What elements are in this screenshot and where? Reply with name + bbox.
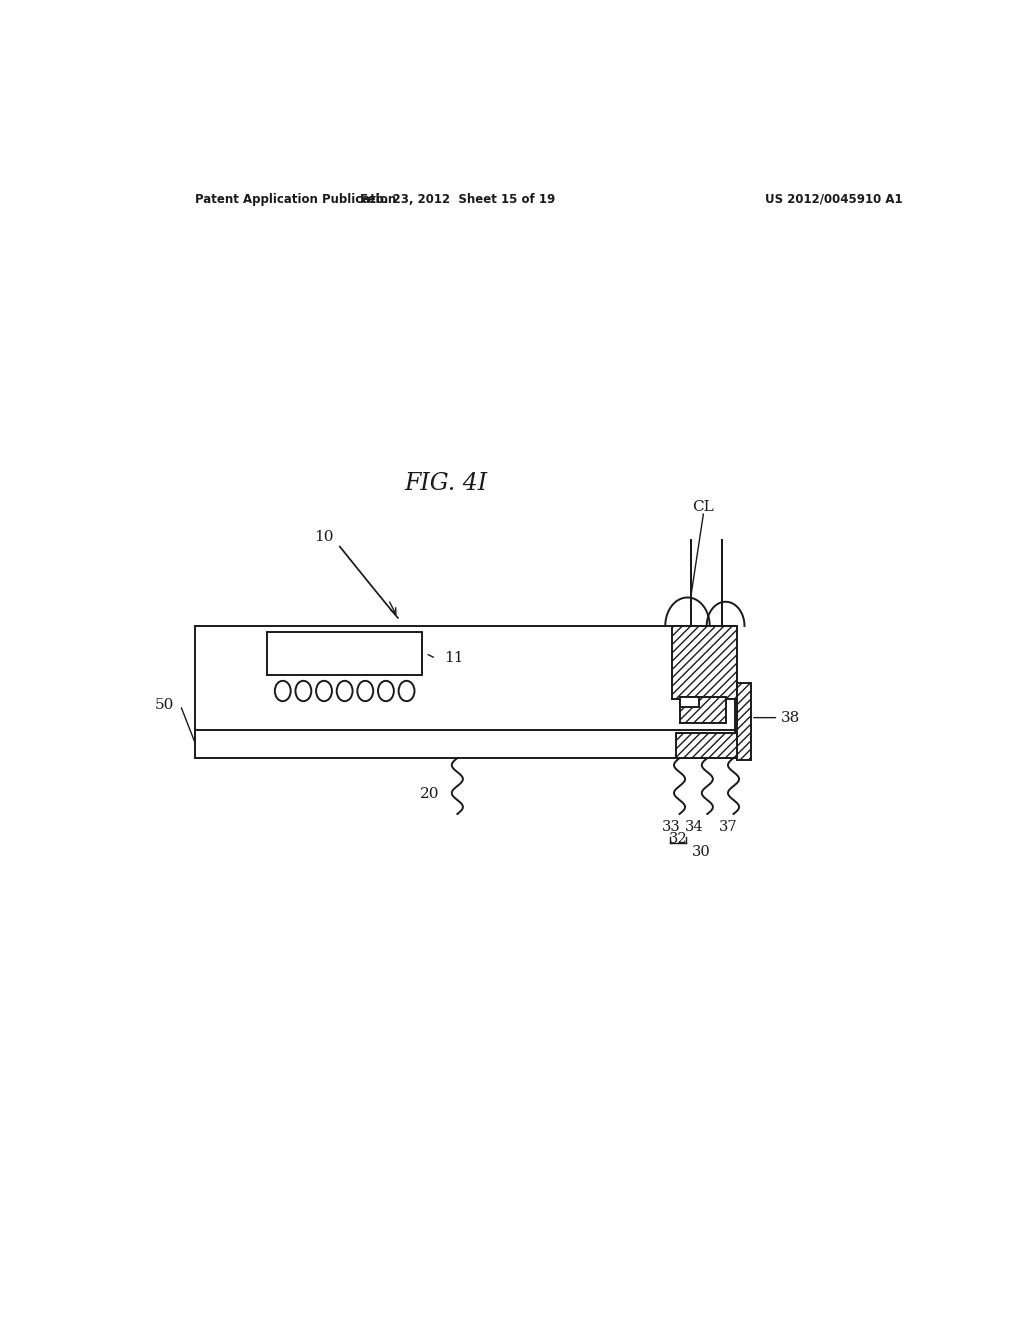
Text: 10: 10 [314, 529, 334, 544]
Bar [680, 697, 699, 708]
Bar [676, 733, 745, 758]
Text: CL: CL [692, 500, 714, 515]
Text: 30: 30 [691, 845, 711, 858]
Circle shape [274, 681, 291, 701]
Bar [680, 697, 726, 722]
Text: 20: 20 [420, 787, 439, 801]
Text: 37: 37 [719, 820, 737, 834]
Circle shape [316, 681, 332, 701]
Circle shape [296, 681, 311, 701]
Text: 33: 33 [662, 820, 680, 834]
Text: US 2012/0045910 A1: US 2012/0045910 A1 [766, 193, 903, 206]
Circle shape [378, 681, 394, 701]
Text: 11: 11 [443, 652, 463, 665]
Bar [267, 632, 422, 675]
Text: 32: 32 [669, 833, 687, 846]
Bar [196, 730, 735, 758]
Text: FIG. 4I: FIG. 4I [403, 473, 487, 495]
Circle shape [398, 681, 415, 701]
Text: 38: 38 [754, 710, 801, 725]
Text: Feb. 23, 2012  Sheet 15 of 19: Feb. 23, 2012 Sheet 15 of 19 [359, 193, 555, 206]
Bar [196, 626, 735, 738]
Bar [672, 626, 736, 700]
Circle shape [337, 681, 352, 701]
Circle shape [357, 681, 373, 701]
Bar [736, 682, 751, 760]
Text: 50: 50 [155, 698, 174, 713]
Text: Patent Application Publication: Patent Application Publication [196, 193, 396, 206]
Text: 34: 34 [684, 820, 703, 834]
